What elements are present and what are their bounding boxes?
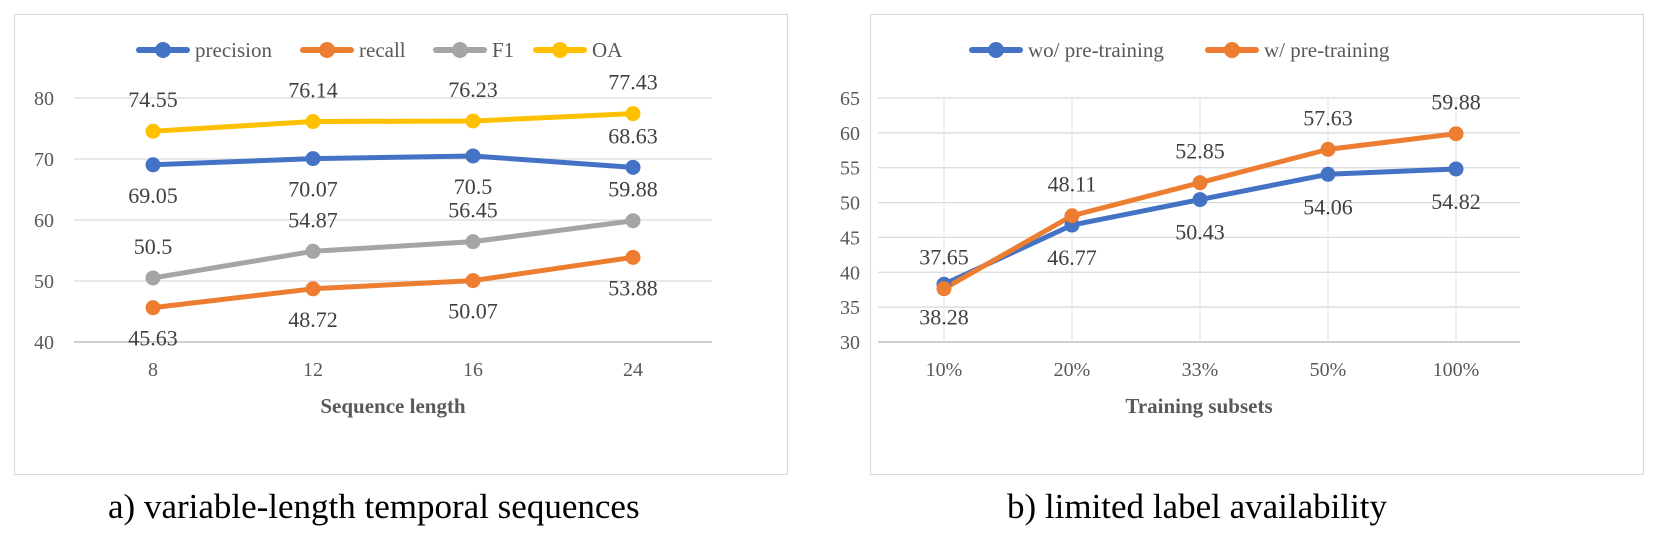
- chart2-legend-marker-wo-pre-training: [988, 42, 1004, 58]
- chart2-ytick-label: 65: [840, 88, 860, 110]
- chart2-ytick-label: 35: [840, 297, 860, 319]
- chart2-xtick-label: 33%: [1182, 359, 1219, 381]
- chart1-xtick-label: 24: [623, 359, 643, 381]
- chart1-point-oa-16: [465, 113, 481, 129]
- chart2-xtick-label: 10%: [926, 359, 963, 381]
- chart1-point-oa-8: [145, 123, 161, 139]
- chart1-xtick-label: 16: [463, 359, 483, 381]
- chart2-xtick-label: 20%: [1054, 359, 1091, 381]
- chart1-legend-marker-recall: [319, 42, 335, 58]
- chart1-point-recall-16: [465, 273, 481, 289]
- chart1-data-label-recall-8: 45.63: [128, 326, 178, 351]
- chart1-point-precision-12: [305, 151, 321, 167]
- chart2-ytick-label: 30: [840, 332, 860, 354]
- chart1-point-oa-12: [305, 114, 321, 130]
- chart1-series-line-precision: [150, 153, 636, 170]
- chart1-ytick-label: 40: [34, 332, 54, 354]
- chart1-point-precision-8: [145, 157, 161, 173]
- chart1-data-label-oa-24: 77.43: [608, 70, 658, 95]
- chart1-legend-label-precision: precision: [195, 38, 272, 62]
- chart1-data-label-recall-16: 50.07: [448, 299, 498, 324]
- chart1-xaxis-title: Sequence length: [320, 394, 466, 418]
- chart1-legend-marker-f1: [452, 42, 468, 58]
- chart1-point-precision-16: [465, 148, 481, 164]
- chart1-series-line-f1: [150, 218, 636, 281]
- chart1-data-label-recall-24: 53.88: [608, 275, 658, 300]
- chart2-point-w-pre-training-50: [1320, 141, 1336, 157]
- chart2-data-label-w-pre-training-50: 57.63: [1303, 105, 1353, 130]
- chart2-data-label-w-pre-training-10: 37.65: [919, 245, 969, 270]
- chart2-point-w-pre-training-100: [1448, 126, 1464, 142]
- chart2-data-label-wo-pre-training-100: 54.82: [1431, 189, 1481, 214]
- chart1-legend-marker-oa: [552, 42, 568, 58]
- chart1-series-line-oa: [150, 111, 636, 134]
- chart2-data-label-w-pre-training-20: 48.11: [1048, 172, 1097, 197]
- chart1-series-line-recall: [150, 254, 636, 311]
- chart1-data-label-f1-16: 56.45: [448, 198, 498, 223]
- chart1-data-label-f1-8: 50.5: [134, 234, 173, 259]
- chart1-data-label-oa-12: 76.14: [288, 78, 338, 103]
- chart2-data-label-wo-pre-training-20: 46.77: [1047, 245, 1097, 270]
- chart1-xtick-label: 12: [303, 359, 323, 381]
- caption-a: a) variable-length temporal sequences: [108, 487, 640, 526]
- chart1-point-precision-24: [625, 159, 641, 175]
- chart2-ytick-label: 55: [840, 158, 860, 180]
- chart2-ytick-label: 60: [840, 123, 860, 145]
- chart2-point-w-pre-training-33: [1192, 175, 1208, 191]
- chart2-legend-marker-w-pre-training: [1224, 42, 1240, 58]
- chart1-data-label-oa-8: 74.55: [128, 87, 178, 112]
- chart1-point-f1-16: [465, 234, 481, 250]
- chart2-data-label-wo-pre-training-50: 54.06: [1303, 194, 1353, 219]
- chart2-legend-label-wo-pre-training: wo/ pre-training: [1028, 38, 1164, 62]
- chart2-point-wo-pre-training-50: [1320, 166, 1336, 182]
- chart1-data-label-oa-16: 76.23: [448, 77, 498, 102]
- chart1-ytick-label: 60: [34, 210, 54, 232]
- chart1-point-f1-8: [145, 270, 161, 286]
- chart1-data-label-precision-24: 68.63: [608, 123, 658, 148]
- chart1-legend-marker-precision: [155, 42, 171, 58]
- chart2-point-w-pre-training-10: [936, 281, 952, 297]
- chart2-data-label-w-pre-training-33: 52.85: [1175, 139, 1225, 164]
- chart1-ytick-label: 80: [34, 88, 54, 110]
- chart1-legend-label-oa: OA: [592, 38, 623, 62]
- chart1-point-recall-8: [145, 300, 161, 316]
- chart1-point-recall-24: [625, 249, 641, 265]
- chart1-point-oa-24: [625, 106, 641, 122]
- chart2-data-label-wo-pre-training-10: 38.28: [919, 304, 969, 329]
- chart1-point-f1-24: [625, 213, 641, 229]
- chart1-legend-label-f1: F1: [492, 38, 514, 62]
- chart1-data-label-f1-24: 59.88: [608, 177, 658, 202]
- caption-b: b) limited label availability: [1007, 487, 1388, 526]
- chart2-ytick-label: 45: [840, 227, 860, 249]
- chart1-ytick-label: 50: [34, 271, 54, 293]
- chart1-ytick-label: 70: [34, 149, 54, 171]
- chart1-data-label-precision-12: 70.07: [288, 177, 338, 202]
- chart2-xtick-label: 100%: [1433, 359, 1480, 381]
- chart2-point-wo-pre-training-100: [1448, 161, 1464, 177]
- chart1-data-label-recall-12: 48.72: [288, 307, 338, 332]
- chart2-xaxis-title: Training subsets: [1125, 394, 1272, 418]
- chart2-point-wo-pre-training-33: [1192, 192, 1208, 208]
- chart2-data-label-w-pre-training-100: 59.88: [1431, 90, 1481, 115]
- chart2-ytick-label: 40: [840, 262, 860, 284]
- chart1-data-label-f1-12: 54.87: [288, 207, 338, 232]
- chart1-data-label-precision-16: 70.5: [454, 174, 493, 199]
- chart1-xtick-label: 8: [148, 359, 158, 381]
- chart1-data-label-precision-8: 69.05: [128, 183, 178, 208]
- chart1-point-f1-12: [305, 243, 321, 259]
- chart2-xtick-label: 50%: [1310, 359, 1347, 381]
- chart1-point-recall-12: [305, 281, 321, 297]
- chart-panel-training-subsets: [870, 14, 1644, 475]
- chart2-legend-label-w-pre-training: w/ pre-training: [1264, 38, 1390, 62]
- chart1-legend-label-recall: recall: [359, 38, 406, 62]
- chart2-point-w-pre-training-20: [1064, 208, 1080, 224]
- chart2-data-label-wo-pre-training-33: 50.43: [1175, 220, 1225, 245]
- chart2-ytick-label: 50: [840, 193, 860, 215]
